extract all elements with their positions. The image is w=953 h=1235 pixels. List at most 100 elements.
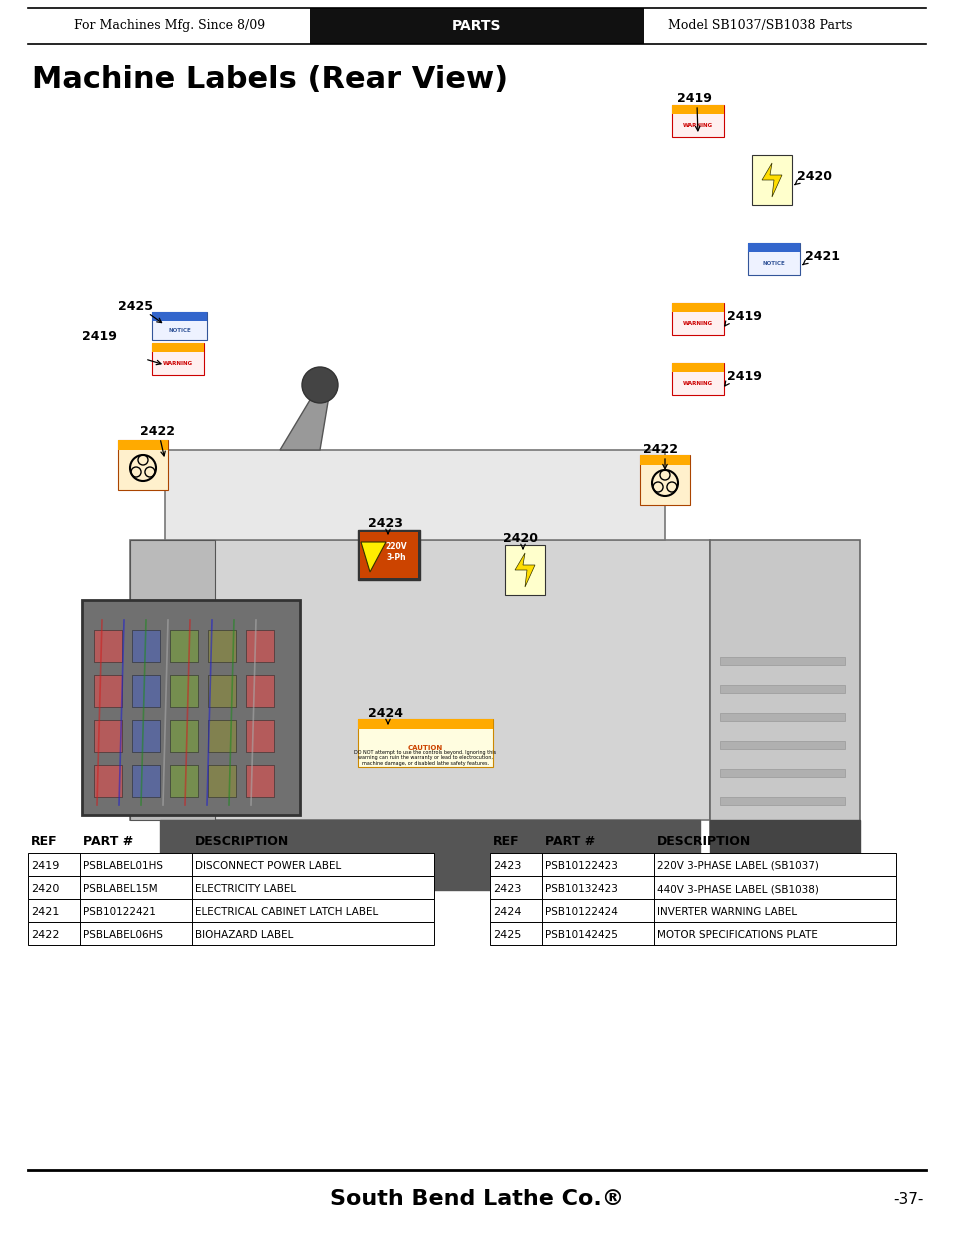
Bar bbox=[359, 532, 417, 578]
Bar bbox=[170, 676, 198, 706]
Text: 2422: 2422 bbox=[30, 930, 59, 940]
Text: 2419: 2419 bbox=[677, 91, 711, 105]
Circle shape bbox=[302, 367, 337, 403]
Text: 2420: 2420 bbox=[502, 532, 537, 545]
Text: 2422: 2422 bbox=[140, 425, 174, 438]
Bar bbox=[720, 741, 844, 748]
Polygon shape bbox=[280, 390, 330, 450]
Bar bbox=[310, 7, 643, 44]
Bar bbox=[118, 440, 168, 450]
Text: 220V
3-Ph: 220V 3-Ph bbox=[385, 542, 406, 562]
Bar bbox=[28, 853, 434, 876]
Bar bbox=[170, 764, 198, 797]
Bar bbox=[639, 454, 689, 505]
Bar bbox=[94, 720, 122, 752]
Bar bbox=[94, 764, 122, 797]
Bar bbox=[28, 876, 434, 899]
Polygon shape bbox=[515, 553, 535, 587]
Text: WARNING: WARNING bbox=[682, 321, 712, 326]
Bar bbox=[671, 105, 723, 114]
Text: PSB10132423: PSB10132423 bbox=[544, 884, 618, 894]
Text: 2421: 2421 bbox=[804, 249, 840, 263]
Text: PSB10122423: PSB10122423 bbox=[544, 861, 618, 871]
Bar bbox=[751, 156, 791, 205]
Bar bbox=[165, 450, 664, 540]
Bar bbox=[490, 899, 895, 923]
Text: PSB10122424: PSB10122424 bbox=[544, 906, 618, 918]
Bar bbox=[152, 312, 207, 321]
Bar bbox=[152, 343, 204, 375]
Polygon shape bbox=[761, 163, 781, 198]
Bar bbox=[246, 630, 274, 662]
Text: 2425: 2425 bbox=[493, 930, 521, 940]
Bar bbox=[709, 820, 859, 890]
Text: 2419: 2419 bbox=[726, 310, 761, 324]
Bar bbox=[28, 923, 434, 945]
Bar bbox=[152, 343, 204, 352]
Text: WARNING: WARNING bbox=[682, 124, 712, 128]
Text: CAUTION: CAUTION bbox=[408, 745, 442, 751]
Bar bbox=[130, 540, 214, 820]
Text: NOTICE: NOTICE bbox=[761, 261, 784, 266]
Bar bbox=[82, 600, 299, 815]
Text: ELECTRICAL CABINET LATCH LABEL: ELECTRICAL CABINET LATCH LABEL bbox=[194, 906, 377, 918]
Text: ELECTRICITY LABEL: ELECTRICITY LABEL bbox=[194, 884, 295, 894]
Bar bbox=[490, 853, 895, 876]
Bar bbox=[208, 676, 235, 706]
Text: DESCRIPTION: DESCRIPTION bbox=[657, 835, 750, 848]
Bar bbox=[720, 769, 844, 777]
Bar bbox=[132, 764, 160, 797]
Bar bbox=[28, 899, 434, 923]
Bar bbox=[130, 540, 709, 820]
Bar bbox=[170, 720, 198, 752]
Bar bbox=[357, 719, 493, 767]
Bar bbox=[720, 797, 844, 805]
Text: 2419: 2419 bbox=[30, 861, 59, 871]
Bar bbox=[671, 105, 723, 137]
Text: 2425: 2425 bbox=[118, 300, 152, 312]
Text: NOTICE: NOTICE bbox=[168, 329, 191, 333]
Bar bbox=[671, 363, 723, 372]
Bar bbox=[504, 545, 544, 595]
Bar bbox=[246, 676, 274, 706]
Bar bbox=[132, 630, 160, 662]
Text: PSBLABEL06HS: PSBLABEL06HS bbox=[83, 930, 163, 940]
Bar bbox=[671, 303, 723, 335]
Bar bbox=[132, 676, 160, 706]
Text: PART #: PART # bbox=[83, 835, 133, 848]
Text: 2424: 2424 bbox=[493, 906, 521, 918]
Text: DISCONNECT POWER LABEL: DISCONNECT POWER LABEL bbox=[194, 861, 341, 871]
Text: WARNING: WARNING bbox=[163, 361, 193, 366]
Bar bbox=[208, 764, 235, 797]
Text: BIOHAZARD LABEL: BIOHAZARD LABEL bbox=[194, 930, 294, 940]
Bar bbox=[208, 720, 235, 752]
Text: 2419: 2419 bbox=[82, 330, 117, 343]
Bar bbox=[747, 243, 800, 252]
Text: Machine Labels (Rear View): Machine Labels (Rear View) bbox=[32, 65, 508, 95]
Text: PSBLABEL15M: PSBLABEL15M bbox=[83, 884, 157, 894]
Bar bbox=[246, 720, 274, 752]
Bar bbox=[357, 530, 419, 580]
Text: DESCRIPTION: DESCRIPTION bbox=[194, 835, 289, 848]
Bar bbox=[94, 676, 122, 706]
Bar bbox=[246, 764, 274, 797]
Polygon shape bbox=[360, 542, 386, 572]
Bar bbox=[132, 720, 160, 752]
Text: 2423: 2423 bbox=[493, 861, 521, 871]
Text: REF: REF bbox=[493, 835, 519, 848]
Text: -37-: -37- bbox=[893, 1192, 923, 1207]
Text: 440V 3-PHASE LABEL (SB1038): 440V 3-PHASE LABEL (SB1038) bbox=[657, 884, 818, 894]
Text: 2424: 2424 bbox=[368, 706, 402, 720]
Bar bbox=[747, 243, 800, 275]
Text: 2421: 2421 bbox=[30, 906, 59, 918]
Bar bbox=[709, 540, 859, 840]
Text: 220V 3-PHASE LABEL (SB1037): 220V 3-PHASE LABEL (SB1037) bbox=[657, 861, 818, 871]
Text: INVERTER WARNING LABEL: INVERTER WARNING LABEL bbox=[657, 906, 797, 918]
Bar bbox=[490, 876, 895, 899]
Bar bbox=[671, 303, 723, 312]
Text: For Machines Mfg. Since 8/09: For Machines Mfg. Since 8/09 bbox=[74, 20, 265, 32]
Text: South Bend Lathe Co.®: South Bend Lathe Co.® bbox=[330, 1189, 623, 1209]
Bar bbox=[720, 685, 844, 693]
Bar bbox=[720, 713, 844, 721]
Text: PSB10142425: PSB10142425 bbox=[544, 930, 618, 940]
